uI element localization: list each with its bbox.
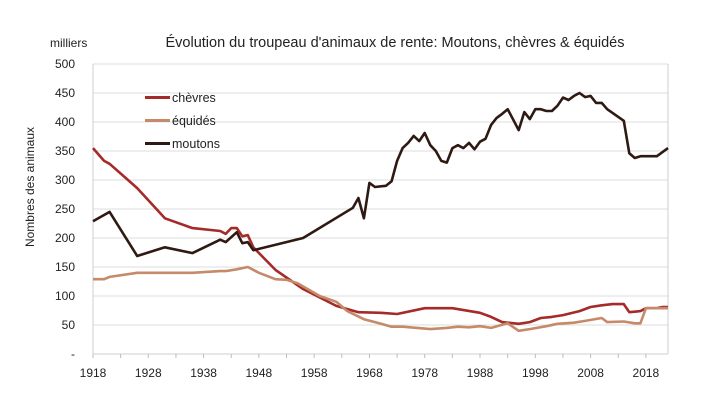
y-tick-label: 50 xyxy=(62,318,76,332)
series-line-équidés xyxy=(93,265,668,333)
x-tick-label: 1978 xyxy=(411,366,438,380)
y-tick-label: 250 xyxy=(55,202,75,216)
x-tick-label: 1928 xyxy=(135,366,162,380)
legend-label: équidés xyxy=(172,113,216,128)
y-tick-label: 450 xyxy=(55,86,75,100)
y-tick-label: 500 xyxy=(55,57,75,71)
y-tick-label: 400 xyxy=(55,115,75,129)
x-tick-label: 2018 xyxy=(633,366,660,380)
x-tick-label: 1998 xyxy=(522,366,549,380)
y-tick-label: 300 xyxy=(55,173,75,187)
unit-label: milliers xyxy=(50,36,88,50)
x-tick-label: 2008 xyxy=(577,366,604,380)
y-tick-label: - xyxy=(71,347,75,361)
legend-swatch xyxy=(145,119,170,122)
series-line-moutons xyxy=(92,91,669,258)
x-tick-label: 1958 xyxy=(301,366,328,380)
y-tick-label: 100 xyxy=(55,289,75,303)
legend-item-chevres: chèvres xyxy=(145,86,220,109)
legend-label: chèvres xyxy=(172,90,216,105)
y-tick-label: 150 xyxy=(55,260,75,274)
y-tick-label: 350 xyxy=(55,144,75,158)
chart-title: Évolution du troupeau d'animaux de rente… xyxy=(165,35,625,51)
x-tick-label: 1988 xyxy=(467,366,494,380)
legend-item-equides: équidés xyxy=(145,109,220,132)
legend-label: moutons xyxy=(172,136,220,151)
y-tick-label: 200 xyxy=(55,231,75,245)
legend-swatch xyxy=(145,142,170,145)
x-tick-label: 1948 xyxy=(246,366,273,380)
legend-item-moutons: moutons xyxy=(145,132,220,155)
legend-swatch xyxy=(145,96,170,99)
x-tick-label: 1968 xyxy=(356,366,383,380)
series-line-chèvres xyxy=(92,147,668,326)
x-tick-label: 1918 xyxy=(80,366,107,380)
x-tick-label: 1938 xyxy=(190,366,217,380)
legend: chèvres équidés moutons xyxy=(145,86,220,155)
